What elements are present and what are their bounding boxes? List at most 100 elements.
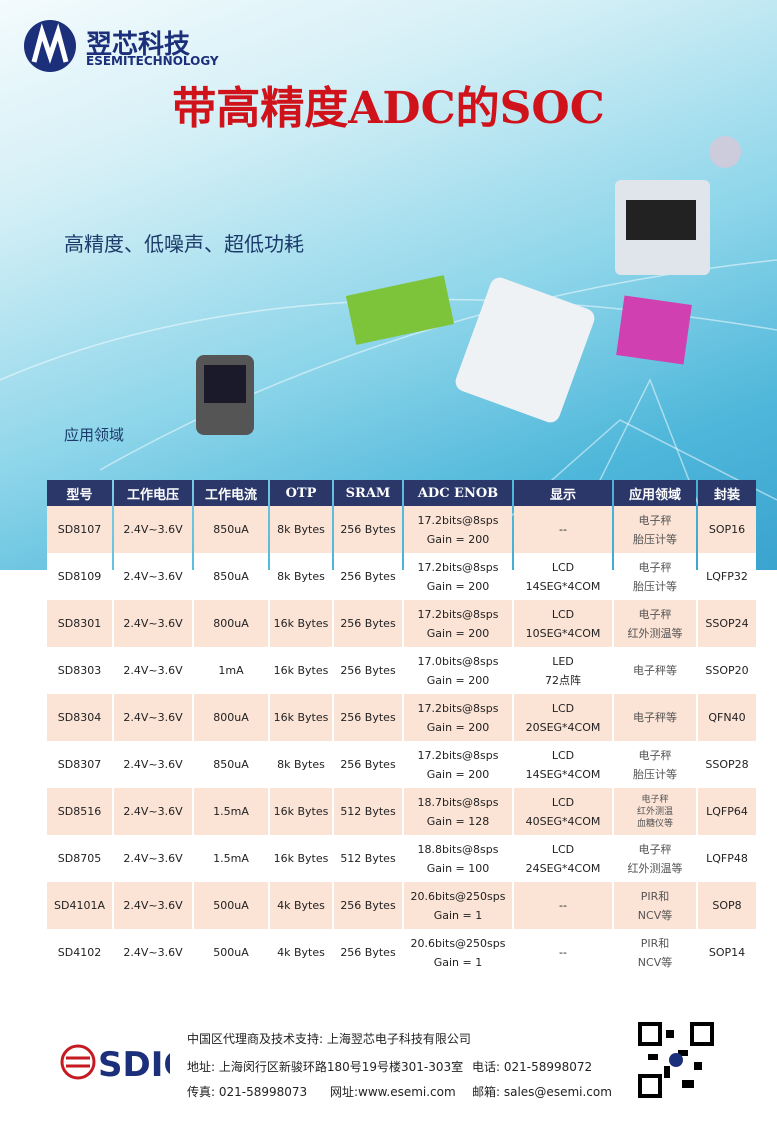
cell-line: 17.2bits@8sps [417, 701, 499, 715]
cell-line: 电子秤 [638, 560, 672, 574]
cell-line: 16k Bytes [273, 617, 329, 630]
cell-line: 500uA [213, 946, 249, 959]
table-row: SD8303 2.4V~3.6V 1mA 16k Bytes 256 Bytes 17.0… [47, 647, 756, 694]
table-cell: 17.2bits@8sps Gain = 200 [404, 600, 512, 647]
table-cell: 电子秤 红外测温 血糖仪等 [614, 788, 696, 835]
table-cell: PIR和 NCV等 [614, 882, 696, 929]
table-cell: 电子秤 胎压计等 [614, 741, 696, 788]
table-cell: 2.4V~3.6V [114, 741, 192, 788]
table-cell: SD8705 [47, 835, 112, 882]
cell-line: 1mA [218, 664, 244, 677]
sdic-logo: SDIC [60, 1044, 170, 1084]
cell-line: 红外测温等 [627, 626, 683, 640]
cell-line: Gain = 1 [433, 908, 483, 922]
cell-line: LCD [551, 842, 575, 856]
table-cell: LCD 10SEG*4COM [514, 600, 612, 647]
table-cell: 256 Bytes [334, 694, 402, 741]
table-cell: 16k Bytes [270, 835, 332, 882]
table-cell: LCD 14SEG*4COM [514, 741, 612, 788]
cell-line: 胎压计等 [633, 579, 677, 593]
table-cell: 20.6bits@250sps Gain = 1 [404, 882, 512, 929]
table-cell: 2.4V~3.6V [114, 506, 192, 553]
fax: 传真: 021-58998073 [187, 1085, 308, 1099]
table-cell: 18.7bits@8sps Gain = 128 [404, 788, 512, 835]
cell-line: SD8307 [57, 758, 102, 771]
table-cell: 18.8bits@8sps Gain = 100 [404, 835, 512, 882]
table-cell: SOP8 [698, 882, 756, 929]
cell-line: Gain = 200 [426, 532, 490, 546]
table-cell: 17.2bits@8sps Gain = 200 [404, 741, 512, 788]
table-cell: 电子秤等 [614, 694, 696, 741]
cell-line: 800uA [213, 711, 249, 724]
table-cell: LED 72点阵 [514, 647, 612, 694]
table-cell: SD8307 [47, 741, 112, 788]
table-cell: SD4102 [47, 929, 112, 976]
banner-background [0, 0, 777, 570]
cell-line: 850uA [213, 570, 249, 583]
table-cell: SSOP20 [698, 647, 756, 694]
table-cell: 256 Bytes [334, 647, 402, 694]
column-header: 工作电压 [114, 480, 192, 506]
cell-line: SD4102 [57, 946, 102, 959]
column-header: 工作电流 [194, 480, 268, 506]
table-cell: SD8109 [47, 553, 112, 600]
table-cell: 17.0bits@8sps Gain = 200 [404, 647, 512, 694]
phone: 电话: 021-58998072 [472, 1060, 593, 1074]
brand-en: ESEMITECHNOLOGY [86, 54, 219, 68]
spec-table: 型号 工作电压 工作电流 OTP SRAM ADC ENOB 显示 应用领域 封装 SD8107 2… [45, 480, 758, 976]
column-header: 显示 [514, 480, 612, 506]
cell-line: 2.4V~3.6V [123, 523, 183, 536]
table-cell: 4k Bytes [270, 882, 332, 929]
table-row: SD8107 2.4V~3.6V 850uA 8k Bytes 256 Bytes 17.… [47, 506, 756, 553]
website: 网址:www.esemi.com [330, 1085, 456, 1099]
cell-line: SOP8 [712, 899, 742, 912]
cell-line: LQFP32 [706, 570, 748, 583]
table-cell: 512 Bytes [334, 835, 402, 882]
cell-line: 256 Bytes [340, 758, 396, 771]
table-cell: 2.4V~3.6V [114, 553, 192, 600]
cell-line: 20SEG*4COM [525, 720, 601, 734]
table-cell: 电子秤 红外测温等 [614, 600, 696, 647]
table-cell: QFN40 [698, 694, 756, 741]
table-cell: 2.4V~3.6V [114, 882, 192, 929]
cell-line: 14SEG*4COM [525, 767, 601, 781]
table-cell: 8k Bytes [270, 506, 332, 553]
cell-line: -- [559, 523, 567, 536]
cell-line: 4k Bytes [277, 899, 325, 912]
table-cell: 16k Bytes [270, 788, 332, 835]
table-cell: 256 Bytes [334, 553, 402, 600]
cell-line: Gain = 100 [426, 861, 490, 875]
table-row: SD8307 2.4V~3.6V 850uA 8k Bytes 256 Bytes 17.… [47, 741, 756, 788]
table-cell: 2.4V~3.6V [114, 694, 192, 741]
cell-line: 16k Bytes [273, 852, 329, 865]
cell-line: -- [559, 899, 567, 912]
cell-line: 1.5mA [213, 805, 249, 818]
table-row: SD8516 2.4V~3.6V 1.5mA 16k Bytes 512 Bytes 18… [47, 788, 756, 835]
cell-line: 17.0bits@8sps [417, 654, 499, 668]
table-row: SD8109 2.4V~3.6V 850uA 8k Bytes 256 Bytes 17.… [47, 553, 756, 600]
table-cell: 16k Bytes [270, 600, 332, 647]
table-cell: LQFP64 [698, 788, 756, 835]
cell-line: SD8516 [57, 805, 102, 818]
table-cell: LCD 24SEG*4COM [514, 835, 612, 882]
title: 带高精度ADC的SOC [172, 83, 605, 134]
cell-line: SOP14 [708, 946, 746, 959]
column-header: 型号 [47, 480, 112, 506]
cell-line: SD8301 [57, 617, 102, 630]
cell-line: QFN40 [708, 711, 746, 724]
cell-line: SSOP24 [705, 617, 749, 630]
column-header: OTP [270, 480, 332, 506]
agent: 中国区代理商及技术支持: 上海翌芯电子科技有限公司 [187, 1032, 471, 1046]
cell-line: 2.4V~3.6V [123, 946, 183, 959]
table-cell: 512 Bytes [334, 788, 402, 835]
cell-line: 14SEG*4COM [525, 579, 601, 593]
cell-line: SD4101A [54, 899, 105, 912]
cell-line: 胎压计等 [633, 532, 677, 546]
cell-line: Gain = 200 [426, 579, 490, 593]
cell-line: 256 Bytes [340, 946, 396, 959]
table-row: SD8304 2.4V~3.6V 800uA 16k Bytes 256 Bytes 17… [47, 694, 756, 741]
table-cell: 256 Bytes [334, 506, 402, 553]
tagline: 高精度、低噪声、超低功耗 [64, 232, 304, 256]
cell-line: SSOP20 [705, 664, 749, 677]
